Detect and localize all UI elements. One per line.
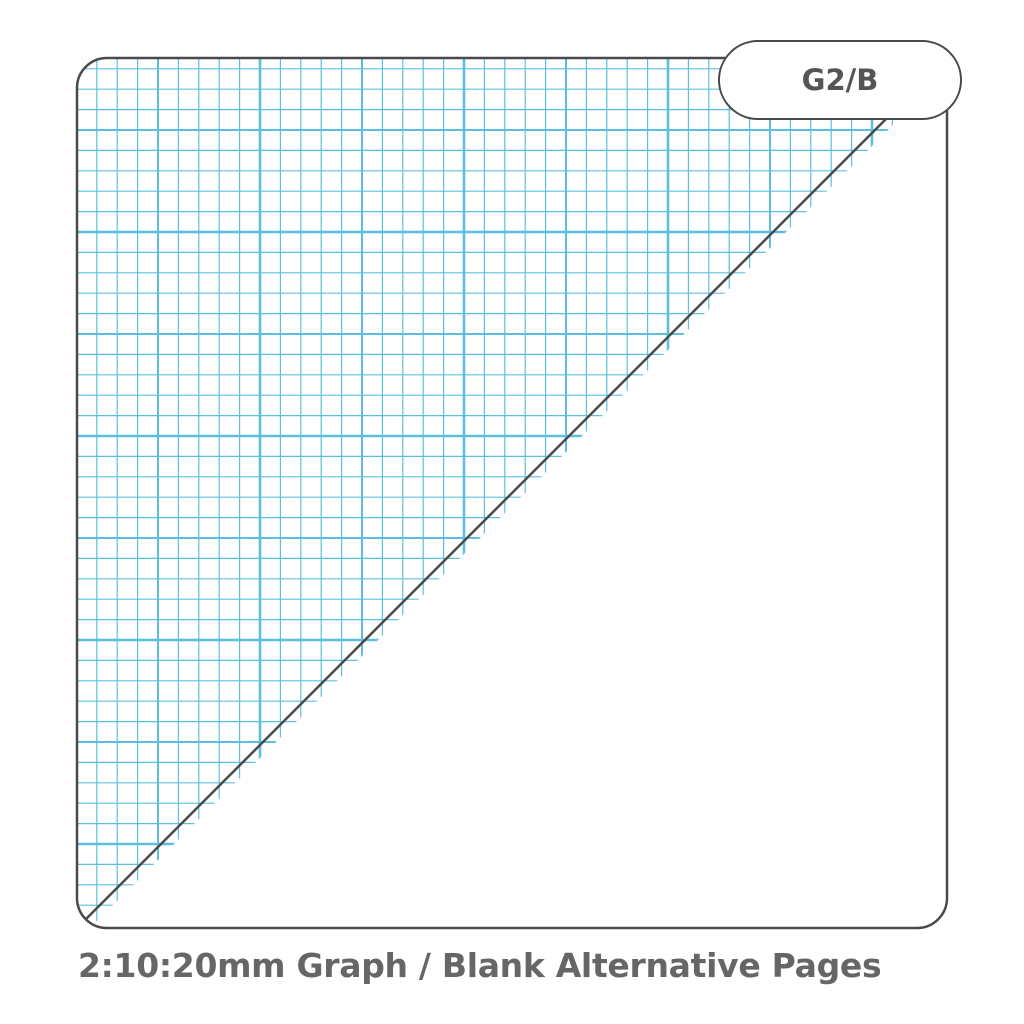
caption: 2:10:20mm Graph / Blank Alternative Page…	[78, 946, 882, 985]
product-code-badge: G2/B	[718, 40, 962, 120]
diagonal-divider	[85, 57, 948, 920]
page-border	[75, 56, 949, 930]
product-code: G2/B	[801, 63, 879, 97]
